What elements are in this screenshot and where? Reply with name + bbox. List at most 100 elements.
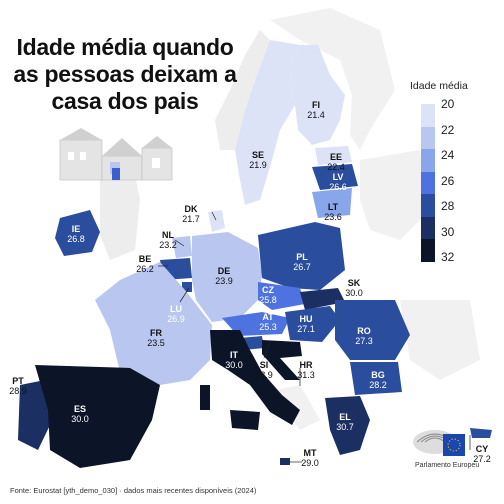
- country-code-LV: LV: [333, 172, 344, 182]
- legend-swatch: [421, 126, 435, 150]
- country-value-PL: 26.7: [293, 262, 311, 272]
- legend-tick-label: 32: [441, 250, 455, 265]
- title-line-1: Idade média quando: [16, 34, 234, 60]
- country-HR: [262, 340, 302, 380]
- country-code-LU: LU: [170, 304, 182, 314]
- country-value-NL: 23.2: [159, 240, 177, 250]
- country-value-PT: 28.9: [9, 386, 27, 396]
- legend-swatch: [421, 216, 435, 240]
- country-code-NL: NL: [162, 230, 174, 240]
- country-value-SI: 28.9: [255, 370, 273, 380]
- country-code-HU: HU: [300, 314, 313, 324]
- country-value-FR: 23.5: [147, 338, 165, 348]
- country-value-CZ: 25.8: [259, 295, 277, 305]
- country-value-DK: 21.7: [182, 214, 200, 224]
- country-BG: [350, 362, 402, 395]
- country-value-EL: 30.7: [336, 422, 354, 432]
- country-SK: [300, 288, 345, 310]
- legend-swatch: [421, 239, 435, 262]
- country-code-CY: CY: [476, 444, 489, 454]
- country-PL: [258, 222, 345, 290]
- title-line-3: casa dos pais: [51, 88, 199, 114]
- country-EL: [325, 396, 370, 455]
- country-code-CZ: CZ: [262, 285, 274, 295]
- country-ES: [35, 365, 160, 468]
- country-RO: [335, 300, 410, 360]
- country-CY: [470, 428, 492, 438]
- country-code-FR: FR: [150, 328, 162, 338]
- country-value-IE: 26.8: [67, 234, 85, 244]
- country-value-CY: 27.2: [473, 454, 491, 464]
- country-value-RO: 27.3: [355, 336, 373, 346]
- country-value-LT: 23.6: [324, 212, 342, 222]
- country-value-SK: 30.0: [345, 288, 363, 298]
- country-value-LV: 26.6: [329, 182, 347, 192]
- country-code-ES: ES: [74, 404, 86, 414]
- legend-title: Idade média: [410, 80, 468, 92]
- title-line-2: as pessoas deixam a: [13, 61, 237, 87]
- legend-tick-label: 26: [441, 173, 455, 188]
- legend-tick-label: 28: [441, 199, 455, 214]
- country-code-LT: LT: [328, 202, 339, 212]
- country-code-DK: DK: [185, 204, 198, 214]
- country-value-IT: 30.0: [225, 360, 243, 370]
- legend-swatch: [421, 104, 435, 127]
- country-value-SE: 21.9: [249, 160, 267, 170]
- country-value-AT: 25.3: [259, 322, 277, 332]
- country-code-BG: BG: [371, 370, 385, 380]
- country-DE: [192, 232, 262, 322]
- country-code-AT: AT: [262, 312, 274, 322]
- legend-swatch: [421, 171, 435, 195]
- country-code-SE: SE: [252, 150, 264, 160]
- country-code-RO: RO: [357, 326, 371, 336]
- label-connectors: [158, 211, 471, 463]
- country-code-EE: EE: [330, 152, 342, 162]
- country-value-EE: 22.4: [327, 162, 345, 172]
- country-value-DE: 23.9: [215, 276, 233, 286]
- legend-tick-label: 22: [441, 122, 455, 137]
- country-LT: [312, 188, 352, 218]
- country-value-HR: 31.3: [297, 370, 315, 380]
- country-code-HR: HR: [300, 360, 313, 370]
- ep-logo-text: Parlamento Europeu: [415, 462, 480, 469]
- country-code-DE: DE: [218, 266, 231, 276]
- legend-tick-label: 20: [441, 97, 455, 111]
- country-IE: [55, 210, 100, 256]
- country-LV: [312, 164, 358, 190]
- country-value-MT: 29.0: [301, 458, 319, 468]
- country-code-MT: MT: [304, 448, 317, 458]
- country-DK: [208, 210, 225, 232]
- country-HU: [285, 306, 340, 342]
- country-IT: [210, 330, 300, 425]
- country-code-FI: FI: [312, 100, 320, 110]
- country-FI: [290, 45, 345, 145]
- country-value-ES: 30.0: [71, 414, 89, 424]
- country-code-IE: IE: [72, 224, 81, 234]
- houses-icon: [59, 128, 173, 181]
- country-code-SK: SK: [348, 278, 361, 288]
- country-value-HU: 27.1: [297, 324, 315, 334]
- country-FR: [95, 262, 212, 385]
- country-code-PT: PT: [12, 376, 24, 386]
- country-SE: [235, 40, 300, 205]
- country-labels: FI21.4SE21.9EE22.4LV26.6LT23.6DK21.7IE26…: [9, 100, 491, 468]
- country-PT: [18, 380, 50, 450]
- country-EE: [315, 146, 352, 165]
- country-code-PL: PL: [296, 252, 308, 262]
- background-land: [270, 8, 480, 430]
- country-value-BE: 26.2: [136, 264, 154, 274]
- legend-color-bar: [421, 104, 435, 262]
- legend-swatch: [421, 194, 435, 217]
- legend-swatch: [421, 149, 435, 172]
- source-footer: Fonte: Eurostat [yth_demo_030] · dados m…: [10, 486, 257, 495]
- country-code-BE: BE: [139, 254, 152, 264]
- ep-logo-icon: [413, 430, 465, 456]
- country-value-FI: 21.4: [307, 110, 325, 120]
- page-title: Idade média quando as pessoas deixam a c…: [0, 34, 250, 115]
- country-MT: [280, 458, 290, 465]
- legend-tick-label: 24: [441, 148, 455, 163]
- country-CZ: [258, 282, 305, 310]
- legend-tick-label: 30: [441, 224, 455, 239]
- country-code-IT: IT: [230, 350, 239, 360]
